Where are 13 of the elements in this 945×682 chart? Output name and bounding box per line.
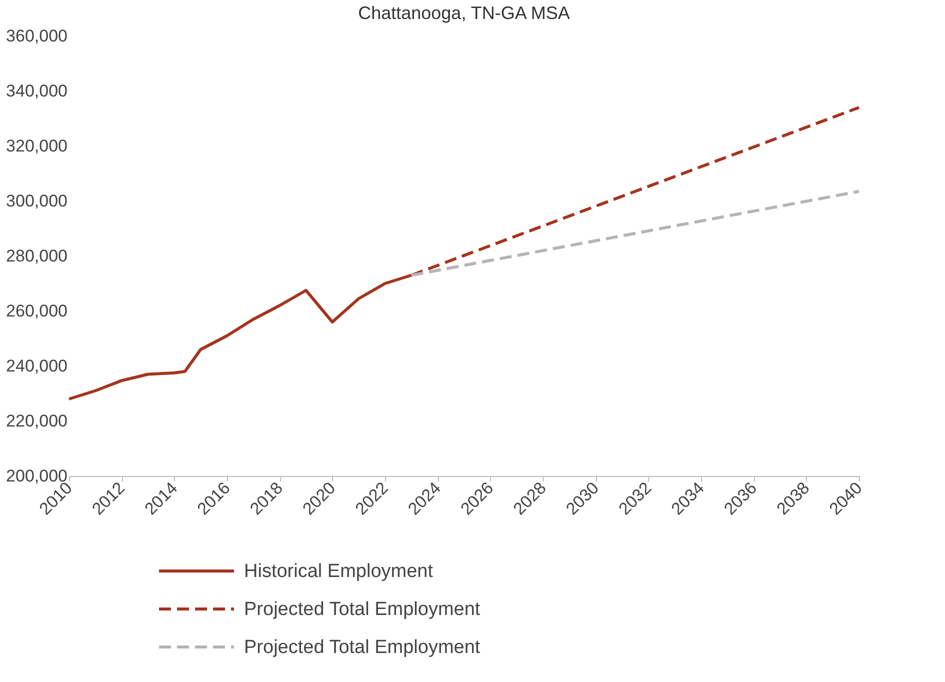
y-tick-label: 300,000	[6, 192, 68, 210]
legend-label: Projected Total Employment	[244, 637, 481, 658]
y-tick-label: 320,000	[6, 136, 68, 156]
y-tick-label: 260,000	[6, 302, 68, 320]
y-tick-label: 280,000	[6, 246, 68, 266]
chart-title: Chattanooga, TN-GA MSA	[358, 3, 570, 23]
y-tick-label: 200,000	[6, 466, 68, 486]
y-tick-label: 360,000	[6, 26, 68, 46]
y-tick-label: 220,000	[6, 412, 68, 430]
y-tick-label: 240,000	[6, 356, 68, 376]
legend-label: Historical Employment	[244, 561, 434, 582]
y-tick-label: 340,000	[6, 82, 68, 100]
legend-label: Projected Total Employment	[244, 599, 481, 620]
